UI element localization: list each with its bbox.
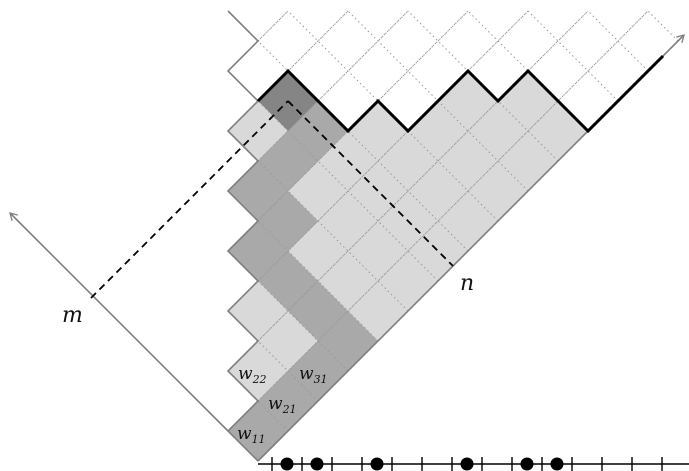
grid-line-up-10 [257, 10, 409, 162]
number-line-dot [520, 457, 534, 471]
grid-line-down-1 [227, 370, 289, 432]
label-w11: w11 [237, 424, 266, 446]
number-line-dot [370, 457, 384, 471]
grid-line-up-2 [257, 10, 649, 402]
dashed-m-to-peak [90, 100, 289, 299]
grid-line-up-6 [257, 10, 529, 282]
grid-line-up-12 [257, 10, 349, 102]
label-w22: w22 [238, 364, 267, 386]
grid-line-down-10 [407, 10, 559, 162]
left-zigzag-boundary [226, 10, 260, 462]
grid-line-up-4 [257, 10, 589, 342]
grid-line-up-5 [227, 10, 529, 312]
dashed-peak-to-n [287, 100, 454, 267]
label-w31: w31 [299, 364, 328, 386]
grid-line-down-12 [527, 10, 619, 102]
label-m: m [62, 303, 83, 328]
m-axis-diagonal [9, 212, 229, 432]
label-w21: w21 [268, 394, 297, 416]
number-line-dot [310, 457, 324, 471]
grid-line-down-2 [227, 310, 319, 402]
number-line [258, 457, 689, 471]
number-line-dot [550, 457, 564, 471]
number-line-dot [280, 457, 294, 471]
grid-line-down-13 [587, 10, 649, 72]
number-line-dot [460, 457, 474, 471]
profile-path [256, 54, 665, 134]
label-n: n [460, 271, 474, 296]
grid-line-down-3 [227, 250, 349, 372]
grid-line-down-14 [647, 10, 679, 42]
